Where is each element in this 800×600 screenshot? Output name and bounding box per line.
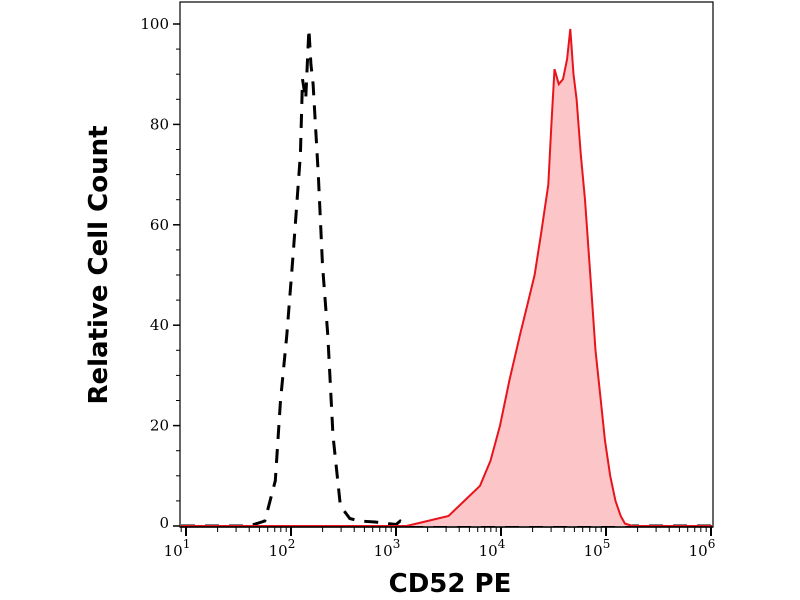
x-tick-label: 104 [479, 537, 506, 560]
y-tick-label: 100 [140, 15, 169, 33]
x-axis-title: CD52 PE [389, 569, 512, 599]
isotype-histogram-line [181, 28, 712, 528]
x-tick-label: 102 [269, 537, 296, 560]
y-tick-label: 60 [150, 216, 169, 234]
y-tick-label: 0 [159, 514, 169, 532]
y-axis-title: Relative Cell Count [84, 125, 114, 404]
y-tick-label: 80 [150, 115, 169, 133]
x-tick-label: 101 [164, 537, 191, 560]
axes-layer: 101 102 103 104 105 106 0 20 40 60 80 100 [140, 15, 715, 560]
x-tick-label: 103 [374, 537, 401, 560]
plot-frame [179, 1, 714, 528]
x-tick-label: 106 [689, 537, 716, 560]
series-fill-1 [181, 29, 712, 526]
y-tick-label: 40 [150, 316, 169, 334]
y-tick-label: 20 [150, 417, 169, 435]
x-tick-label: 105 [584, 537, 611, 560]
cd52-histogram-line [181, 28, 712, 527]
series-layer [181, 28, 712, 528]
